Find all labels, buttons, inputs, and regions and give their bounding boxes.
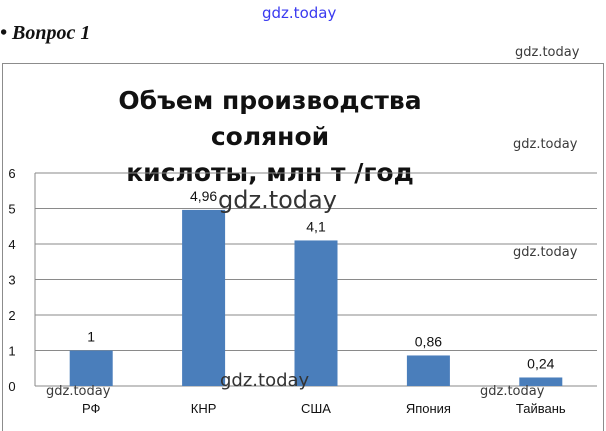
y-tick-label: 6 [8, 166, 15, 181]
bar [519, 377, 563, 386]
x-category-label: США [301, 401, 331, 416]
x-category-label: Япония [406, 401, 451, 416]
watermark: gdz.today [515, 45, 580, 60]
watermark-top: gdz.today [262, 4, 337, 22]
data-label: 0,86 [415, 333, 442, 349]
bar [182, 209, 226, 386]
y-tick-label: 0 [8, 379, 15, 394]
watermark: gdz.today [46, 384, 111, 399]
data-label: 0,24 [527, 355, 554, 371]
data-label: 1 [87, 329, 95, 345]
chart-title-line1: Объем производства соляной [118, 86, 422, 151]
y-tick-label: 4 [8, 237, 15, 252]
y-tick-label: 2 [8, 308, 15, 323]
x-category-label: Тайвань [516, 401, 566, 416]
question-heading: • Вопрос 1 [0, 22, 91, 44]
y-tick-label: 5 [8, 202, 15, 217]
watermark: gdz.today [220, 370, 310, 391]
data-label: 4,1 [306, 218, 326, 234]
data-label: 4,96 [190, 188, 217, 204]
watermark: gdz.today [513, 137, 578, 152]
x-category-label: РФ [82, 401, 101, 416]
bar [69, 350, 113, 386]
y-tick-label: 3 [8, 273, 15, 288]
y-tick-label: 1 [8, 344, 15, 359]
bar [406, 355, 450, 386]
watermark: gdz.today [218, 186, 337, 214]
bar [294, 240, 338, 386]
watermark: gdz.today [480, 384, 545, 399]
watermark: gdz.today [513, 245, 578, 260]
x-category-label: КНР [191, 401, 217, 416]
